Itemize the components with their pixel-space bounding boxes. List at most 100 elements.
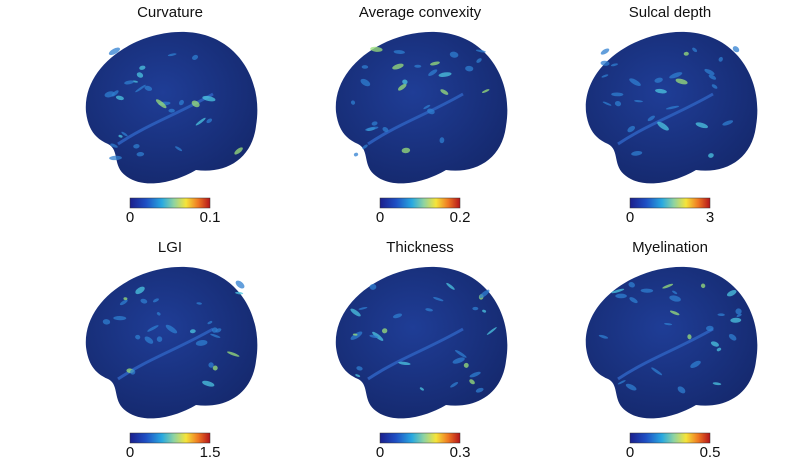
sylvian-fissure [117,92,214,146]
surface-spot [479,289,490,298]
surface-spot [111,90,119,97]
surface-spot [212,365,218,371]
surface-spot [627,125,635,133]
colorbar [629,432,711,444]
surface-spot [481,89,490,93]
surface-spot [600,48,610,55]
surface-spot [655,88,667,94]
surface-spot [206,118,213,124]
surface-spot [654,77,663,83]
surface-spot [469,371,481,378]
surface-spot [433,297,444,302]
surface-spot [730,317,742,323]
surface-spot [695,122,709,129]
surface-spot [692,47,698,53]
surface-spot [189,329,196,334]
surface-spot [226,351,240,357]
surface-spot [365,126,379,131]
surface-spot [629,297,638,304]
colorbar-max-label: 0.5 [700,444,721,461]
surface-spot [419,387,424,391]
brain-surface [85,266,258,419]
surface-spot [455,349,467,358]
surface-spot [735,308,742,315]
surface-spot [736,313,742,318]
surface-spot [629,78,641,86]
surface-spot [475,387,484,393]
surface-spot [732,46,740,53]
surface-spot [706,325,714,332]
brain-image [335,266,508,419]
colorbar [129,197,211,209]
surface-spot [414,64,422,68]
brain-image [85,31,258,184]
surface-spot [361,65,369,69]
surface-spot [628,282,636,288]
surface-spot [119,299,128,306]
surface-spot [610,63,618,67]
surface-spot [700,283,706,289]
surface-spot [136,152,145,157]
colorbar-max-label: 0.2 [450,209,471,226]
panel-title: Myelination [632,239,708,256]
surface-spot [423,104,431,110]
colorbar [379,197,461,209]
surface-spot [175,146,183,152]
surface-spot [708,74,717,80]
surface-spot [430,61,440,66]
brain-image [85,266,258,419]
surface-spot [647,115,655,122]
surface-spot [121,131,128,137]
surface-spot [370,46,383,52]
surface-spot [439,137,445,144]
surface-spot [195,340,208,346]
surface-spot [602,101,612,106]
surface-spot [718,56,723,62]
panel-title: Average convexity [359,4,482,21]
surface-spot [634,100,643,103]
surface-spot [108,47,121,56]
surface-spot [369,334,379,339]
surface-spot [144,85,153,91]
surface-spot [235,280,245,289]
colorbar [379,432,461,444]
colorbar [129,432,211,444]
surface-spot [425,308,433,312]
surface-spot [109,155,122,161]
surface-spot [600,60,610,66]
surface-spot [615,293,627,299]
surface-spot [726,290,737,297]
surface-spot [136,72,144,78]
surface-spot [463,362,469,368]
surface-spot [130,369,136,375]
surface-spot [147,325,159,332]
panel-title: Curvature [137,4,203,21]
surface-spot [156,312,161,316]
surface-spot [202,380,215,387]
sylvian-fissure [367,92,464,146]
surface-spot [687,334,692,340]
colorbar-min-label: 0 [626,209,634,226]
surface-spot [210,333,221,338]
surface-spot [601,74,609,78]
surface-spot [358,306,368,310]
surface-spot [617,380,626,385]
surface-spot [155,99,167,109]
surface-spot [392,63,404,70]
surface-spot [350,100,356,105]
panel-title: Thickness [386,239,454,256]
surface-spot [472,306,479,311]
surface-spot [168,108,175,113]
surface-spot [215,328,222,333]
panel-title: LGI [158,239,182,256]
surface-spot [402,79,408,85]
sylvian-fissure [367,327,464,381]
surface-spot [208,362,214,368]
surface-spot [614,101,622,107]
colorbar [629,197,711,209]
surface-spot [353,152,359,157]
surface-spot [625,383,637,391]
surface-spot [651,367,663,376]
brain-surface [335,31,508,184]
